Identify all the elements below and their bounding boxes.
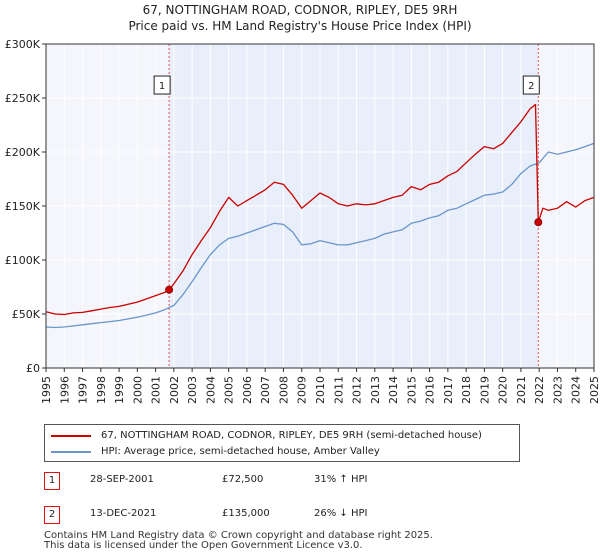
- x-tick-label: 2002: [168, 376, 181, 404]
- footer-line-2: This data is licensed under the Open Gov…: [44, 540, 363, 551]
- y-tick-label: £50K: [12, 308, 41, 321]
- x-tick-label: 2015: [405, 376, 418, 404]
- y-tick-label: £200K: [5, 146, 41, 159]
- sale-date: 28-SEP-2001: [90, 474, 154, 485]
- sale-row: 2 13-DEC-2021 £135,000 26% ↓ HPI: [44, 506, 564, 526]
- sale-hpi-diff: 31% ↑ HPI: [314, 474, 368, 485]
- x-tick-label: 1995: [40, 376, 53, 404]
- x-tick-label: 2022: [533, 376, 546, 404]
- x-tick-label: 2004: [204, 376, 217, 404]
- x-tick-label: 1999: [113, 376, 126, 404]
- sale-point: [165, 285, 174, 294]
- y-tick-label: £0: [26, 362, 40, 375]
- x-tick-label: 2025: [588, 376, 600, 404]
- x-tick-label: 2024: [570, 376, 583, 404]
- x-tick-label: 2021: [515, 376, 528, 404]
- sale-row: 1 28-SEP-2001 £72,500 31% ↑ HPI: [44, 472, 564, 492]
- x-tick-label: 2007: [259, 376, 272, 404]
- series-line-hpi: [45, 142, 595, 329]
- annotation-box: [153, 75, 171, 95]
- chart-title-subtitle: Price paid vs. HM Land Registry's House …: [128, 19, 472, 33]
- x-tick-label: 2011: [332, 376, 345, 404]
- series-line-property: [45, 103, 595, 316]
- sale-date: 13-DEC-2021: [90, 508, 157, 519]
- x-tick-label: 1996: [58, 376, 71, 404]
- x-tick-label: 2000: [131, 376, 144, 404]
- sale-price: £72,500: [222, 474, 264, 485]
- x-tick-label: 2019: [478, 376, 491, 404]
- annotation-box: [522, 75, 540, 95]
- x-tick-label: 2003: [186, 376, 199, 404]
- sale-number-badge: 1: [44, 472, 60, 490]
- legend: 67, NOTTINGHAM ROAD, CODNOR, RIPLEY, DE5…: [44, 424, 520, 462]
- x-tick-label: 2006: [241, 376, 254, 404]
- x-tick-label: 2008: [277, 376, 290, 404]
- x-tick-label: 2018: [460, 376, 473, 404]
- x-tick-label: 2010: [314, 376, 327, 404]
- x-tick-label: 2020: [497, 376, 510, 404]
- y-tick-label: £250K: [5, 92, 41, 105]
- series-lines: [45, 103, 595, 329]
- sale-hpi-diff: 26% ↓ HPI: [314, 508, 368, 519]
- x-tick-label: 2014: [387, 376, 400, 404]
- annotation-label: 1: [159, 81, 165, 92]
- x-tick-label: 2013: [369, 376, 382, 404]
- y-tick-label: £100K: [5, 254, 41, 267]
- legend-swatch-hpi: [51, 451, 91, 453]
- chart-title-address: 67, NOTTINGHAM ROAD, CODNOR, RIPLEY, DE5…: [142, 3, 458, 17]
- legend-label-property: 67, NOTTINGHAM ROAD, CODNOR, RIPLEY, DE5…: [101, 430, 482, 441]
- y-tick-label: £300K: [5, 38, 41, 51]
- footer-attribution: Contains HM Land Registry data © Crown c…: [44, 531, 433, 551]
- sale-points: [165, 218, 543, 294]
- x-tick-label: 2023: [551, 376, 564, 404]
- sale-price: £135,000: [222, 508, 270, 519]
- x-tick-label: 2012: [351, 376, 364, 404]
- x-tick-label: 2001: [150, 376, 163, 404]
- annotation-label: 2: [528, 81, 534, 92]
- x-tick-label: 2017: [442, 376, 455, 404]
- sale-point: [534, 218, 543, 227]
- x-tick-label: 2016: [424, 376, 437, 404]
- footer-line-1: Contains HM Land Registry data © Crown c…: [44, 530, 433, 541]
- legend-swatch-property: [51, 435, 91, 437]
- x-axis: 1995 1996 1997 1998 1999 2000 2001 2002 2003 2004…: [40, 368, 600, 404]
- x-tick-label: 1997: [77, 376, 90, 404]
- sale-number-badge: 2: [44, 506, 60, 524]
- legend-label-hpi: HPI: Average price, semi-detached house,…: [101, 446, 380, 457]
- y-tick-label: £150K: [5, 200, 41, 213]
- x-tick-label: 2005: [223, 376, 236, 404]
- x-tick-label: 2009: [296, 376, 309, 404]
- y-axis: £0 £50K £100K £150K £200K £250K £300K: [5, 38, 46, 375]
- x-tick-label: 1998: [95, 376, 108, 404]
